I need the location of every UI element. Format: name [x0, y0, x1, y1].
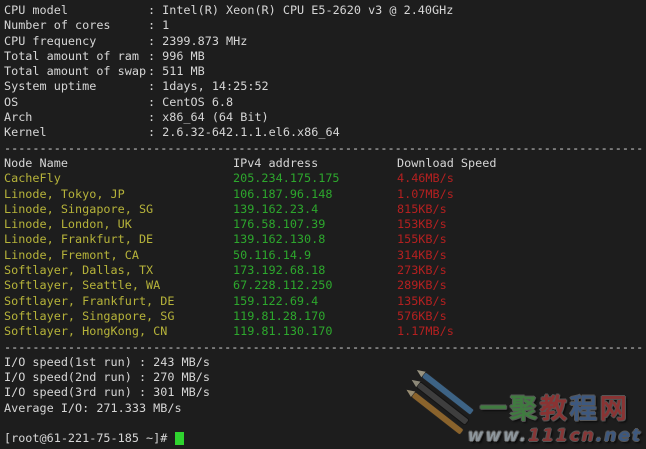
- node-name-cell: Softlayer, Dallas, TX: [4, 263, 154, 278]
- info-value: 511 MB: [162, 64, 205, 79]
- ipv4-cell: 159.122.69.4: [233, 293, 319, 308]
- system-info-row: Kernel:2.6.32-642.1.1.el6.x86_64: [4, 125, 646, 140]
- ipv4-cell: 176.58.107.39: [233, 217, 326, 232]
- download-speed-cell: 815KB/s: [397, 201, 447, 216]
- system-info-row: Number of cores:1: [4, 18, 646, 33]
- io-speed-line: I/O speed(1st run) : 243 MB/s: [4, 354, 210, 369]
- header-node-name: Node Name: [4, 155, 68, 170]
- table-row: Softlayer, Frankfurt, DE 159.122.69.4 135K…: [4, 294, 646, 309]
- node-name-cell: Softlayer, Frankfurt, DE: [4, 293, 175, 308]
- separator-line: ----------------------------------------…: [4, 339, 644, 354]
- blank-line: [4, 416, 646, 431]
- download-speed-cell: 273KB/s: [397, 263, 447, 278]
- ipv4-cell: 139.162.23.4: [233, 201, 319, 216]
- prompt-text: [root@61-221-75-185 ~]#: [4, 431, 175, 446]
- info-label: OS: [4, 94, 19, 109]
- table-row: Linode, Fremont, CA 50.116.14.9 314KB/s: [4, 248, 646, 263]
- info-colon: :: [148, 33, 156, 48]
- info-colon: :: [148, 64, 156, 79]
- speed-table-header: Node Name IPv4 address Download Speed: [4, 156, 646, 171]
- table-row: Softlayer, Singapore, SG 119.81.28.170 576…: [4, 309, 646, 324]
- io-speed-line: I/O speed(2nd run) : 270 MB/s: [4, 370, 210, 385]
- ipv4-cell: 106.187.96.148: [233, 186, 333, 201]
- header-ipv4-address: IPv4 address: [233, 155, 319, 170]
- info-value: Intel(R) Xeon(R) CPU E5-2620 v3 @ 2.40GH…: [162, 3, 454, 17]
- info-label: Number of cores: [4, 18, 111, 33]
- table-row: Linode, Tokyo, JP 106.187.96.148 1.07MB/s: [4, 187, 646, 202]
- separator-line: ----------------------------------------…: [4, 140, 644, 155]
- table-row: Softlayer, HongKong, CN 119.81.130.170 1.1…: [4, 324, 646, 339]
- download-speed-cell: 1.17MB/s: [397, 324, 454, 339]
- system-info-row: System uptime:1days, 14:25:52: [4, 79, 646, 94]
- prompt-line[interactable]: [root@61-221-75-185 ~]#: [4, 431, 646, 446]
- info-colon: :: [148, 3, 156, 17]
- table-row: Linode, Frankfurt, DE 139.162.130.8 155KB/…: [4, 232, 646, 247]
- info-label: Total amount of ram: [4, 48, 139, 63]
- download-speed-cell: 314KB/s: [397, 247, 447, 262]
- system-info-block: CPU model: Intel(R) Xeon(R) CPU E5-2620 v…: [4, 3, 646, 141]
- io-speed-line: I/O speed(3rd run) : 301 MB/s: [4, 385, 210, 400]
- info-value: 996 MB: [162, 48, 205, 63]
- system-info-row: CPU frequency:2399.873 MHz: [4, 34, 646, 49]
- info-value: x86_64 (64 Bit): [162, 110, 269, 125]
- system-info-row: Arch: x86_64 (64 Bit): [4, 110, 646, 125]
- system-info-row: CPU model: Intel(R) Xeon(R) CPU E5-2620 v…: [4, 3, 646, 18]
- info-label: CPU model: [4, 3, 68, 17]
- node-name-cell: Softlayer, Singapore, SG: [4, 308, 175, 323]
- io-block: I/O speed(1st run) : 243 MB/s I/O speed(2…: [4, 355, 646, 401]
- download-speed-cell: 289KB/s: [397, 278, 447, 293]
- info-value: 1days, 14:25:52: [162, 79, 269, 94]
- average-io-line: Average I/O: 271.333 MB/s: [4, 400, 182, 415]
- node-name-cell: Linode, Frankfurt, DE: [4, 232, 154, 247]
- info-label: Total amount of swap: [4, 64, 147, 79]
- system-info-row: Total amount of ram:996 MB: [4, 49, 646, 64]
- info-colon: :: [148, 110, 156, 125]
- info-colon: :: [148, 79, 156, 94]
- ipv4-cell: 67.228.112.250: [233, 278, 333, 293]
- terminal-cursor: [175, 432, 185, 446]
- node-name-cell: Linode, London, UK: [4, 217, 132, 232]
- download-speed-cell: 576KB/s: [397, 308, 447, 323]
- info-colon: :: [148, 94, 156, 109]
- node-name-cell: Linode, Tokyo, JP: [4, 186, 125, 201]
- ipv4-cell: 139.162.130.8: [233, 232, 326, 247]
- table-row: Linode, Singapore, SG 139.162.23.4 815KB/s: [4, 202, 646, 217]
- info-value: 1: [162, 18, 170, 33]
- info-colon: :: [148, 18, 156, 33]
- download-speed-cell: 135KB/s: [397, 293, 447, 308]
- info-label: Kernel: [4, 125, 47, 140]
- info-label: System uptime: [4, 79, 97, 94]
- info-value: 2399.873 MHz: [162, 33, 248, 48]
- ipv4-cell: 119.81.28.170: [233, 308, 326, 323]
- node-name-cell: Softlayer, HongKong, CN: [4, 324, 168, 339]
- info-label: Arch: [4, 110, 33, 125]
- ipv4-cell: 173.192.68.18: [233, 263, 326, 278]
- node-name-cell: CacheFly: [4, 171, 61, 186]
- ipv4-cell: 205.234.175.175: [233, 171, 340, 186]
- header-download-speed: Download Speed: [397, 155, 497, 170]
- table-row: CacheFly 205.234.175.175 4.46MB/s: [4, 171, 646, 186]
- info-label: CPU frequency: [4, 33, 97, 48]
- info-colon: :: [148, 125, 156, 140]
- speed-table: CacheFly 205.234.175.175 4.46MB/s Linode, T…: [4, 171, 646, 339]
- download-speed-cell: 1.07MB/s: [397, 186, 454, 201]
- info-value: 2.6.32-642.1.1.el6.x86_64: [162, 125, 340, 140]
- table-row: Softlayer, Seattle, WA 67.228.112.250 289K…: [4, 278, 646, 293]
- info-value: CentOS 6.8: [162, 94, 234, 109]
- system-info-row: OS: CentOS 6.8: [4, 95, 646, 110]
- table-row: Softlayer, Dallas, TX 173.192.68.18 273KB/…: [4, 263, 646, 278]
- ipv4-cell: 50.116.14.9: [233, 247, 312, 262]
- node-name-cell: Linode, Singapore, SG: [4, 201, 154, 216]
- download-speed-cell: 155KB/s: [397, 232, 447, 247]
- node-name-cell: Linode, Fremont, CA: [4, 247, 139, 262]
- node-name-cell: Softlayer, Seattle, WA: [4, 278, 161, 293]
- download-speed-cell: 153KB/s: [397, 217, 447, 232]
- info-colon: :: [148, 48, 156, 63]
- download-speed-cell: 4.46MB/s: [397, 171, 454, 186]
- table-row: Linode, London, UK 176.58.107.39 153KB/s: [4, 217, 646, 232]
- ipv4-cell: 119.81.130.170: [233, 324, 333, 339]
- system-info-row: Total amount of swap:511 MB: [4, 64, 646, 79]
